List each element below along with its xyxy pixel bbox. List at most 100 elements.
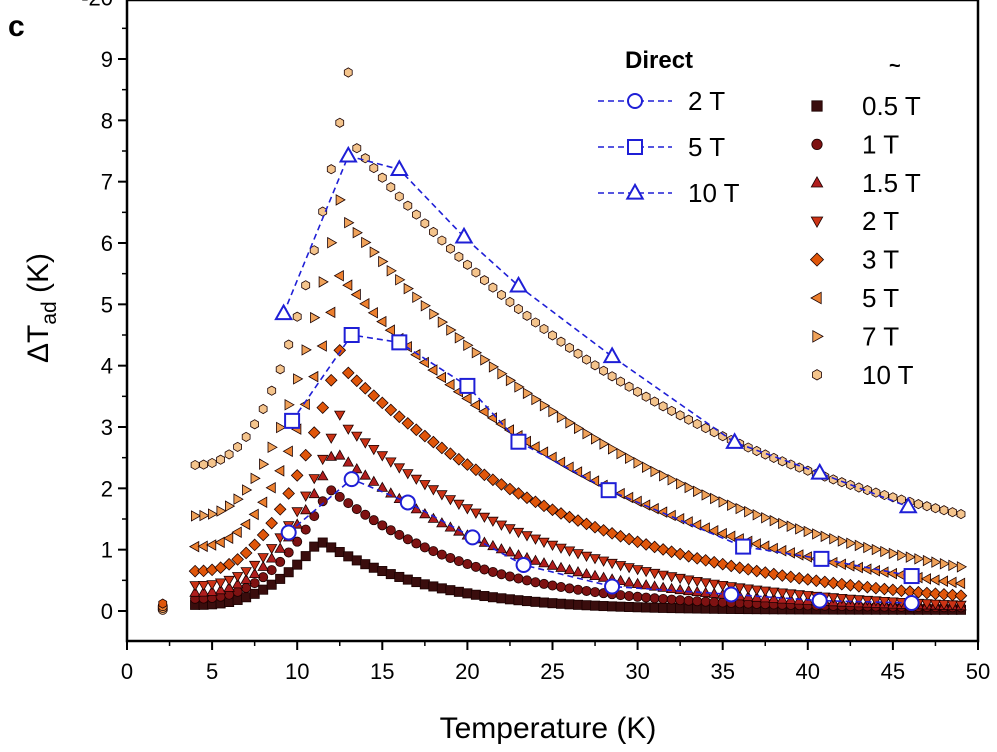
data-point bbox=[420, 218, 430, 229]
x-tick-label: 20 bbox=[455, 659, 479, 684]
data-point bbox=[300, 503, 312, 515]
data-point bbox=[742, 584, 754, 595]
series-direct bbox=[280, 471, 920, 612]
series-indirect bbox=[188, 344, 968, 602]
data-point bbox=[675, 410, 685, 421]
data-point bbox=[792, 571, 806, 585]
data-point bbox=[604, 578, 621, 595]
legend-label: 10 T bbox=[688, 178, 740, 208]
data-point bbox=[548, 330, 557, 341]
data-point bbox=[529, 554, 542, 565]
data-point bbox=[445, 243, 455, 254]
data-point bbox=[659, 469, 670, 482]
data-point bbox=[547, 598, 558, 609]
data-point bbox=[642, 461, 653, 473]
data-point bbox=[258, 572, 269, 583]
data-point bbox=[513, 595, 524, 606]
data-point bbox=[649, 602, 660, 613]
series-low-temp bbox=[157, 598, 168, 615]
data-point bbox=[718, 496, 729, 508]
data-point bbox=[521, 531, 533, 542]
data-point bbox=[504, 594, 515, 605]
data-point bbox=[624, 590, 635, 601]
y-tick-label: 3 bbox=[101, 415, 113, 440]
data-point bbox=[682, 549, 695, 563]
data-point bbox=[197, 581, 210, 592]
data-point bbox=[453, 499, 465, 511]
data-point bbox=[716, 557, 730, 571]
legend-label: 2 T bbox=[688, 86, 725, 116]
data-point bbox=[956, 561, 968, 573]
data-point bbox=[529, 441, 540, 453]
data-point bbox=[452, 452, 466, 466]
data-point bbox=[898, 496, 918, 514]
legend-swatch bbox=[625, 182, 645, 200]
data-point bbox=[606, 558, 618, 570]
data-point bbox=[931, 556, 942, 568]
data-point bbox=[733, 561, 747, 575]
data-point bbox=[351, 462, 363, 474]
data-point bbox=[359, 298, 370, 310]
data-point bbox=[309, 511, 320, 522]
data-point bbox=[459, 377, 476, 394]
data-point bbox=[608, 443, 619, 455]
data-point bbox=[420, 300, 431, 312]
legend-extra-mark: ~ bbox=[889, 55, 901, 77]
data-point bbox=[391, 334, 408, 351]
data-point bbox=[325, 433, 337, 444]
data-point bbox=[546, 451, 557, 464]
data-point bbox=[724, 559, 738, 573]
y-tick-label: 4 bbox=[101, 354, 113, 379]
data-point bbox=[632, 602, 643, 613]
data-point bbox=[537, 499, 551, 513]
data-point bbox=[725, 432, 745, 449]
data-point bbox=[257, 560, 269, 571]
data-point bbox=[591, 433, 602, 445]
data-point bbox=[318, 276, 329, 288]
data-point bbox=[784, 547, 795, 559]
data-point bbox=[571, 466, 583, 478]
data-point bbox=[631, 535, 644, 549]
data-point bbox=[309, 541, 320, 552]
data-point bbox=[274, 303, 294, 321]
data-point bbox=[785, 589, 797, 600]
data-point bbox=[360, 153, 370, 164]
data-point bbox=[538, 537, 550, 549]
data-point bbox=[600, 482, 617, 499]
data-point bbox=[402, 534, 413, 545]
data-point bbox=[665, 572, 678, 583]
data-point bbox=[564, 599, 575, 610]
data-point bbox=[310, 311, 321, 324]
data-point bbox=[914, 499, 923, 510]
data-point bbox=[282, 445, 293, 458]
data-point bbox=[648, 580, 661, 591]
data-point bbox=[691, 585, 703, 597]
data-point bbox=[231, 526, 242, 538]
data-point bbox=[233, 441, 243, 452]
data-point bbox=[435, 371, 447, 384]
data-point bbox=[308, 487, 320, 499]
data-point bbox=[752, 509, 763, 521]
data-point bbox=[266, 579, 277, 590]
data-point bbox=[692, 418, 702, 430]
data-point bbox=[690, 552, 704, 565]
data-point bbox=[293, 373, 304, 385]
series-indirect bbox=[189, 410, 967, 612]
data-point bbox=[224, 449, 234, 460]
data-point bbox=[248, 508, 259, 521]
data-point bbox=[563, 546, 576, 557]
data-point bbox=[343, 67, 353, 78]
data-point bbox=[625, 452, 636, 464]
data-point bbox=[616, 447, 627, 460]
data-point bbox=[682, 584, 695, 596]
data-point bbox=[878, 582, 891, 596]
data-point bbox=[454, 226, 474, 244]
data-point bbox=[259, 458, 270, 470]
legend-swatch bbox=[811, 100, 823, 112]
data-point bbox=[582, 354, 591, 365]
data-point bbox=[835, 577, 849, 591]
legend-title: Direct bbox=[625, 47, 693, 74]
data-point bbox=[301, 344, 312, 356]
data-point bbox=[602, 346, 622, 364]
